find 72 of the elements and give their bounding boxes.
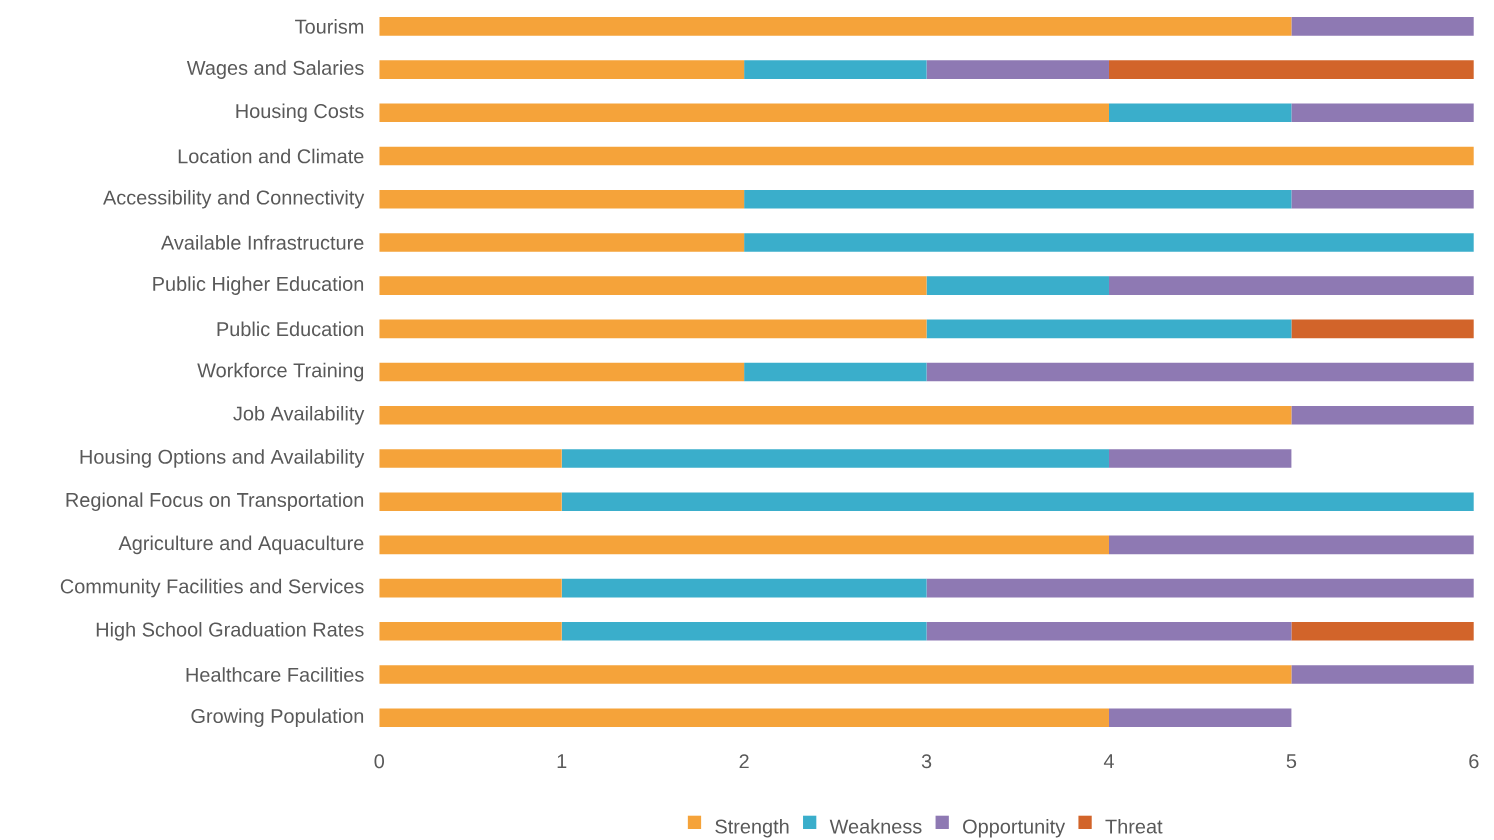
y-tick-label: Public Higher Education <box>153 276 364 295</box>
bar <box>379 492 562 511</box>
y-tick-label: Tourism <box>295 19 364 34</box>
bar <box>379 233 745 252</box>
y-tick-label: Housing Options and Availability <box>80 449 365 468</box>
y-tick-label: Public Education <box>217 321 364 337</box>
y-tick-label: Accessibility and Connectivity <box>103 189 365 209</box>
bar <box>926 276 1109 295</box>
bar <box>379 578 562 598</box>
y-tick-label: Healthcare Facilities <box>186 667 364 682</box>
bar <box>561 492 1474 511</box>
bar <box>379 708 1109 727</box>
y-tick-label: Location and Climate <box>178 148 364 164</box>
bar <box>1108 276 1474 295</box>
bar <box>379 60 745 79</box>
y-tick-label: Available Infrastructure <box>160 235 364 250</box>
bar <box>379 621 562 641</box>
bar <box>926 362 1474 382</box>
legend-label: Strength <box>715 818 789 838</box>
bar <box>1108 103 1292 123</box>
y-tick-label: Growing Population <box>191 708 364 727</box>
bar <box>1291 319 1474 339</box>
bar <box>744 189 1292 209</box>
y-tick-label: Regional Focus on Transportation <box>66 492 364 511</box>
x-tick-label: 4 <box>1103 754 1114 768</box>
bar <box>1291 665 1474 684</box>
bar <box>1291 189 1474 209</box>
y-tick-label: Agriculture and Aquaculture <box>118 535 364 555</box>
bar <box>379 189 745 209</box>
legend-label: Weakness <box>829 818 922 834</box>
y-tick-label: Job Availability <box>233 405 365 425</box>
x-tick-label: 5 <box>1286 754 1297 769</box>
bar <box>926 621 1292 641</box>
y-tick-label: High School Graduation Rates <box>96 621 364 641</box>
bar <box>1108 535 1474 555</box>
bar <box>1291 405 1474 425</box>
bar <box>379 276 927 295</box>
bar <box>561 621 927 641</box>
bar <box>1291 621 1474 641</box>
y-tick-label: Community Facilities and Services <box>60 578 364 598</box>
x-tick-label: 2 <box>739 754 749 769</box>
bar <box>379 535 1109 555</box>
y-tick-label: Wages and Salaries <box>186 60 364 79</box>
bar <box>379 449 562 468</box>
bar <box>926 319 1292 339</box>
bar <box>379 319 927 339</box>
legend-label: Threat <box>1105 818 1163 834</box>
x-tick-label: 1 <box>557 754 567 768</box>
bar <box>1108 449 1292 468</box>
bar <box>561 578 927 598</box>
bar <box>379 665 1292 684</box>
x-tick-label: 0 <box>374 754 385 769</box>
bar <box>379 362 745 382</box>
bar <box>561 449 1109 468</box>
bar <box>744 362 927 382</box>
bar <box>379 405 1292 425</box>
bar <box>744 60 927 79</box>
x-tick-label: 6 <box>1469 754 1479 769</box>
x-tick-label: 3 <box>921 754 932 769</box>
bar <box>744 233 1474 252</box>
bar <box>1291 17 1474 36</box>
bar <box>1108 60 1474 79</box>
legend-label: Opportunity <box>963 818 1066 838</box>
bar <box>1108 708 1292 727</box>
bar <box>379 103 1109 123</box>
bar <box>926 60 1109 79</box>
bar <box>379 17 1292 36</box>
bar <box>379 146 1474 166</box>
y-tick-label: Workforce Training <box>197 362 364 382</box>
bar <box>926 578 1474 598</box>
bar <box>1291 103 1474 123</box>
y-tick-label: Housing Costs <box>236 103 364 123</box>
